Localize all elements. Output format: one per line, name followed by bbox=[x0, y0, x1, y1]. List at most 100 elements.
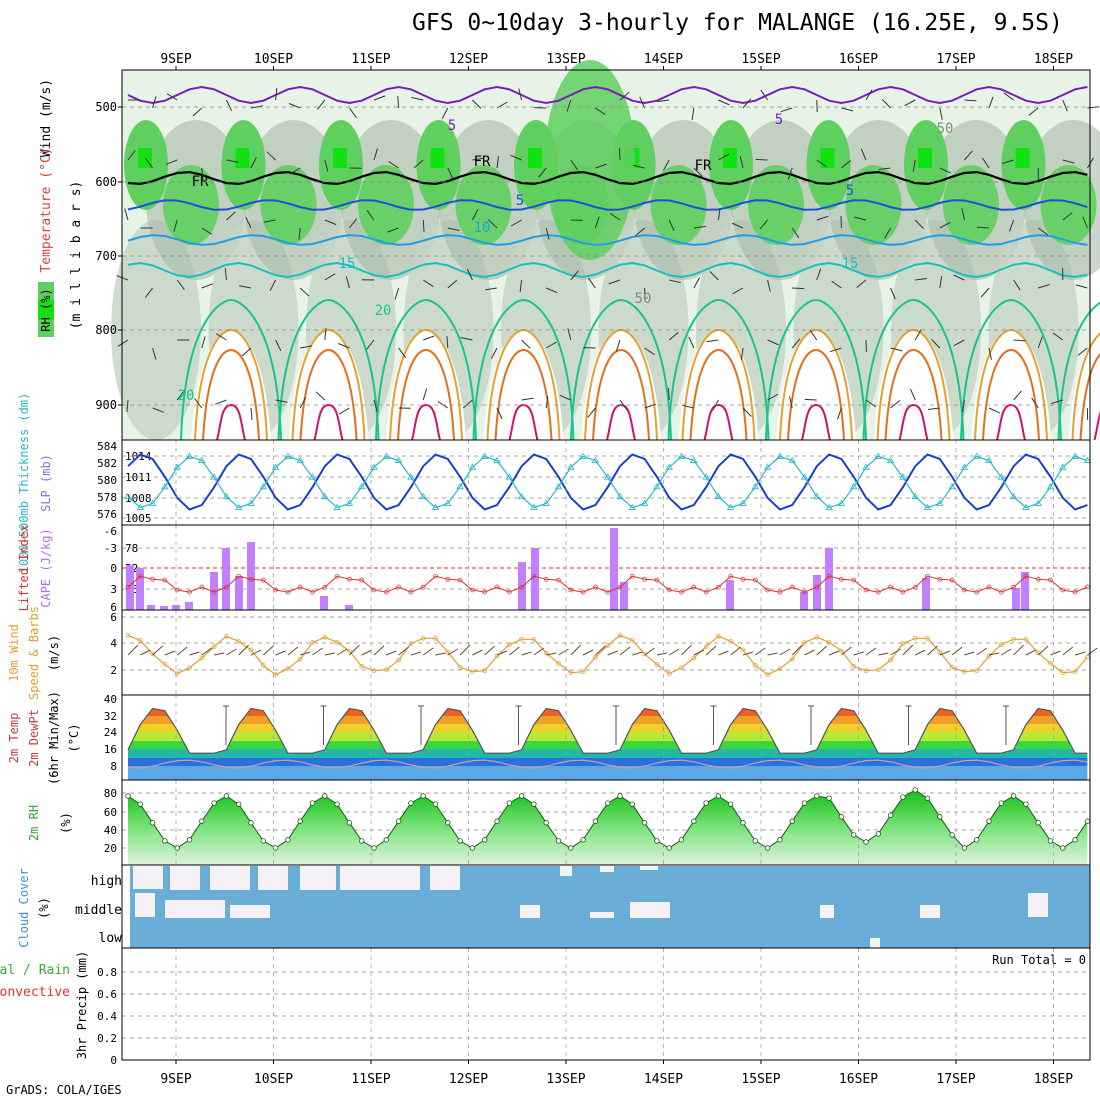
warm-dome bbox=[483, 330, 564, 440]
wind-barb bbox=[1013, 390, 1022, 401]
precip-tick-label: 0.6 bbox=[97, 988, 117, 1001]
isotherm-30 bbox=[982, 348, 1040, 441]
contour-label: 20 bbox=[375, 303, 392, 319]
li-marker bbox=[396, 584, 401, 590]
cape-bar bbox=[610, 528, 618, 610]
wind-barb bbox=[152, 347, 157, 360]
cloud-gap-middle bbox=[520, 905, 540, 918]
wind-barb bbox=[939, 167, 951, 174]
cloud-unit-label: (%) bbox=[37, 897, 51, 919]
wind-barb bbox=[485, 287, 498, 291]
li-marker bbox=[912, 584, 918, 590]
cape-bar bbox=[825, 548, 833, 610]
isotherm-20 bbox=[375, 298, 477, 441]
wind-barb bbox=[1082, 216, 1088, 229]
thickness-marker bbox=[985, 456, 993, 463]
li-marker bbox=[408, 589, 414, 595]
wind-barb bbox=[275, 399, 288, 403]
wind-speed-marker bbox=[875, 667, 881, 673]
rh-marker bbox=[334, 801, 340, 807]
wind-barb bbox=[488, 219, 498, 229]
thickness-marker bbox=[640, 499, 649, 506]
cape-bar bbox=[222, 548, 230, 610]
cape-bar bbox=[531, 548, 539, 610]
wind-speed-marker bbox=[347, 648, 352, 654]
legend-temperature: Temperature (°C) bbox=[39, 147, 54, 272]
isotherm-25 bbox=[1071, 332, 1100, 441]
wind-barb bbox=[841, 646, 852, 656]
isotherm-30 bbox=[689, 348, 748, 441]
rh-tick-label: 20 bbox=[104, 842, 117, 855]
rh-marker bbox=[137, 801, 143, 807]
rh-marker bbox=[764, 845, 771, 851]
li-tick-label: 3 bbox=[110, 583, 117, 596]
bottom-date-label: 9SEP bbox=[160, 1072, 191, 1087]
rh-marker bbox=[838, 814, 845, 820]
wind-speed-marker bbox=[666, 671, 672, 677]
thickness-marker bbox=[751, 483, 760, 490]
wind-barb bbox=[1028, 107, 1039, 116]
rh-marker bbox=[235, 801, 242, 807]
wind-barb bbox=[927, 407, 940, 410]
cape-bar bbox=[185, 602, 193, 610]
wind-barb bbox=[447, 279, 458, 289]
slp-tick-label: 1011 bbox=[125, 471, 152, 484]
wind-barb bbox=[1037, 645, 1049, 656]
rh-marker bbox=[691, 818, 697, 824]
wind-barb bbox=[518, 88, 523, 101]
li-marker bbox=[1072, 589, 1078, 595]
wind-barb bbox=[767, 339, 779, 346]
wind-barb bbox=[373, 95, 386, 101]
wind-barb bbox=[508, 646, 520, 656]
li-marker bbox=[998, 589, 1004, 595]
wind-speed-marker bbox=[1048, 661, 1053, 666]
wind-barb bbox=[619, 399, 628, 411]
wind-barb bbox=[545, 396, 549, 409]
rh-marker bbox=[568, 845, 574, 851]
rh-bright-zone bbox=[723, 148, 737, 168]
wind-barb bbox=[545, 227, 550, 240]
rh-marker bbox=[223, 793, 230, 799]
cloud-gap-high bbox=[560, 866, 572, 876]
li-marker bbox=[949, 577, 955, 583]
wind-barb bbox=[490, 347, 498, 359]
li-marker bbox=[125, 584, 131, 590]
thickness-marker bbox=[284, 452, 292, 459]
rh-marker bbox=[248, 820, 254, 826]
wind-barb bbox=[521, 397, 534, 401]
temp-color-band bbox=[128, 741, 1088, 749]
wind-barb bbox=[287, 646, 299, 656]
li-marker bbox=[433, 573, 438, 579]
isotherm-35 bbox=[216, 403, 246, 441]
wind-barb bbox=[878, 652, 889, 656]
wind-barb bbox=[1013, 644, 1024, 656]
contour-label: 5 bbox=[516, 193, 524, 209]
run-total-label: Run Total = 0 bbox=[992, 953, 1086, 967]
wind-barb bbox=[201, 336, 206, 349]
wind-speed-marker bbox=[174, 671, 180, 677]
wind-barb bbox=[902, 644, 914, 656]
precip-tick-label: 0 bbox=[110, 1054, 117, 1067]
wind-barb bbox=[521, 651, 532, 656]
wind-barb bbox=[1001, 159, 1014, 164]
thickness-marker bbox=[911, 492, 919, 500]
bottom-date-label: 14SEP bbox=[644, 1072, 683, 1087]
rh-marker bbox=[580, 837, 586, 843]
thickness-marker bbox=[948, 483, 956, 490]
isotherm-35 bbox=[801, 403, 831, 441]
precip-tick-label: 0.2 bbox=[97, 1032, 117, 1045]
wind-barb bbox=[394, 287, 400, 300]
li-marker bbox=[679, 589, 684, 595]
wind-barb bbox=[349, 218, 358, 229]
thickness-marker bbox=[370, 463, 378, 470]
thickness-marker bbox=[480, 452, 489, 459]
wind-speed-marker bbox=[531, 636, 537, 642]
temp-color-band bbox=[128, 758, 1088, 766]
thickness-marker bbox=[161, 483, 169, 490]
wind-barb bbox=[718, 153, 730, 161]
li-marker bbox=[470, 587, 475, 593]
wind-speed-marker bbox=[716, 633, 721, 639]
wind-barb bbox=[559, 394, 571, 401]
thickness-marker bbox=[394, 456, 403, 463]
wind-barb bbox=[964, 150, 973, 161]
